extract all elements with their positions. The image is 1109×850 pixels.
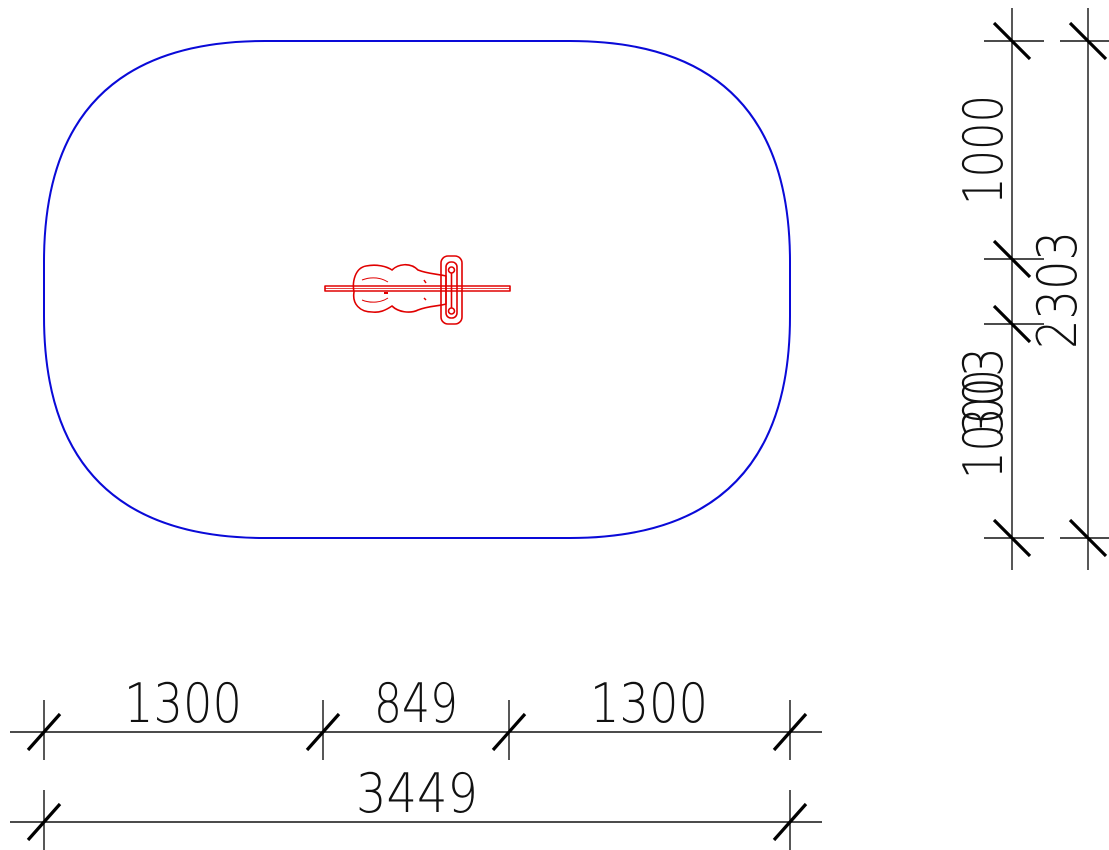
equipment-handle-frame [440,255,463,325]
play-equipment-plan [324,255,511,325]
dim-horizontal-total: 3449 [356,762,478,825]
dim-vertical-total: 2303 [1026,231,1089,349]
vertical-dimension-chain: 1000 303 1000 [952,8,1044,570]
dim-horizontal-center: 849 [374,672,458,735]
dim-vertical-bottom: 1000 [952,369,1015,479]
dim-horizontal-left: 1300 [124,672,242,735]
dim-vertical-top: 1000 [952,95,1015,205]
horizontal-dimension-chain: 1300 849 1300 [10,672,822,760]
dim-vertical-middle: 303 [952,347,1015,437]
vertical-total-dimension: 2303 [1026,8,1109,570]
safety-zone-boundary [43,40,791,539]
horizontal-total-dimension: 3449 [10,762,822,850]
dim-horizontal-right: 1300 [590,672,708,735]
equipment-seat [352,263,447,313]
